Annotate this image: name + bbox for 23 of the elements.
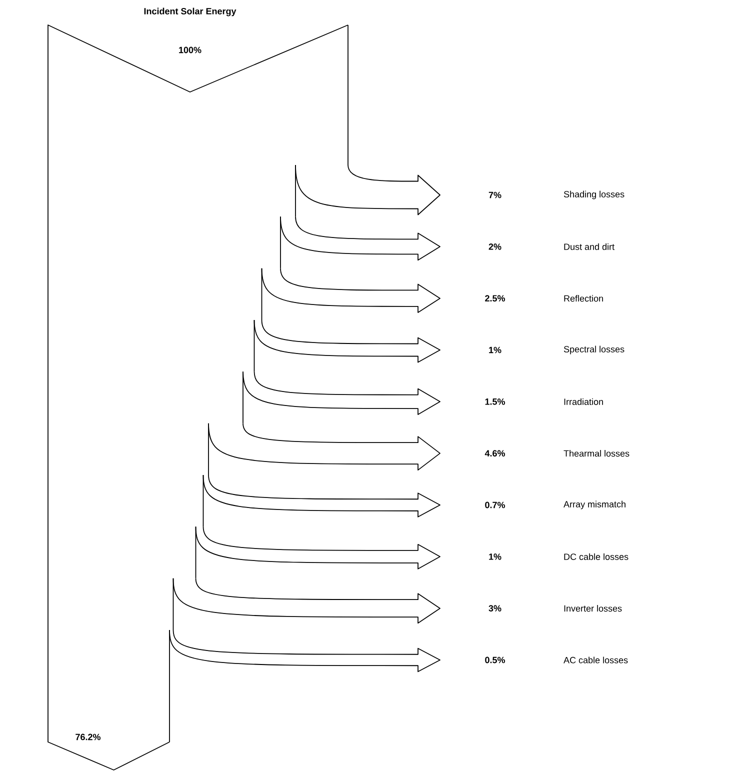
- category-label: Reflection: [564, 295, 603, 302]
- data-label: 1.5%: [485, 398, 506, 405]
- category-label: Irradiation: [564, 398, 603, 405]
- category-label: Array mismatch: [564, 500, 626, 510]
- category-label: Dust and dirt: [564, 243, 614, 250]
- text: 100%: [179, 46, 202, 54]
- category-label: Shading losses: [564, 190, 624, 200]
- text: 76.2%: [76, 734, 101, 740]
- category-label: Spectral losses: [564, 346, 624, 354]
- category-label: Thearmal losses: [564, 450, 630, 457]
- data-label: 3%: [488, 605, 502, 612]
- data-label: 0.5%: [485, 656, 506, 664]
- data-label: 0.7%: [485, 502, 506, 508]
- category-label: DC cable losses: [564, 553, 628, 560]
- data-label: 1%: [489, 554, 502, 560]
- data-label: 7%: [488, 192, 502, 198]
- category-label: AC cable losses: [564, 656, 628, 664]
- text: Incident Solar Energy: [144, 8, 236, 16]
- data-label: 4.6%: [484, 450, 506, 457]
- category-label: Inverter losses: [564, 605, 622, 612]
- data-label: 1%: [489, 346, 502, 354]
- data-label: 2%: [488, 243, 502, 250]
- data-label: 2.5%: [485, 295, 506, 302]
